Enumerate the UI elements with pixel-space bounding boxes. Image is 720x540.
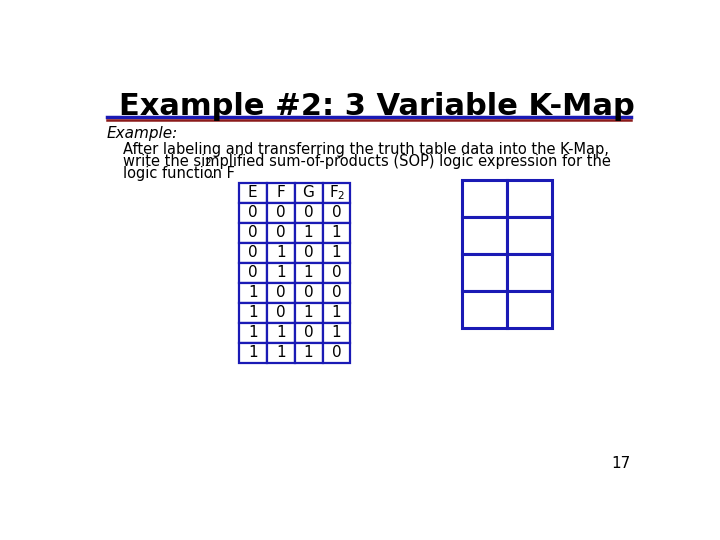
Bar bbox=[266, 323, 294, 343]
Text: F: F bbox=[276, 185, 285, 200]
Bar bbox=[507, 217, 552, 254]
Bar bbox=[294, 262, 323, 283]
Bar bbox=[294, 242, 323, 262]
Text: 1: 1 bbox=[276, 345, 285, 360]
Text: .: . bbox=[210, 166, 214, 181]
Text: 17: 17 bbox=[612, 456, 631, 471]
Text: 0: 0 bbox=[332, 265, 341, 280]
Bar bbox=[462, 180, 507, 217]
Text: 1: 1 bbox=[276, 245, 285, 260]
Text: After labeling and transferring the truth table data into the K-Map,: After labeling and transferring the trut… bbox=[122, 142, 608, 157]
Text: 1: 1 bbox=[332, 325, 341, 340]
Bar bbox=[266, 242, 294, 262]
Text: 0: 0 bbox=[276, 225, 285, 240]
Bar bbox=[294, 343, 323, 363]
Text: 0: 0 bbox=[332, 345, 341, 360]
Text: 0: 0 bbox=[304, 325, 313, 340]
Text: 0: 0 bbox=[276, 205, 285, 220]
Bar bbox=[323, 183, 351, 202]
Bar bbox=[462, 254, 507, 291]
Bar bbox=[266, 343, 294, 363]
Text: 0: 0 bbox=[276, 285, 285, 300]
Text: 1: 1 bbox=[332, 245, 341, 260]
Text: 0: 0 bbox=[332, 285, 341, 300]
Text: 1: 1 bbox=[304, 305, 313, 320]
Bar bbox=[323, 202, 351, 222]
Bar bbox=[239, 222, 266, 242]
Text: 0: 0 bbox=[332, 205, 341, 220]
Bar bbox=[294, 283, 323, 303]
Text: logic function F: logic function F bbox=[122, 166, 235, 181]
Bar bbox=[323, 303, 351, 323]
Bar bbox=[266, 303, 294, 323]
Bar bbox=[239, 202, 266, 222]
Bar bbox=[507, 180, 552, 217]
Bar bbox=[266, 183, 294, 202]
Text: Example #2: 3 Variable K-Map: Example #2: 3 Variable K-Map bbox=[120, 92, 635, 121]
Text: 0: 0 bbox=[248, 205, 258, 220]
Bar bbox=[239, 183, 266, 202]
Text: 1: 1 bbox=[304, 265, 313, 280]
Text: 2: 2 bbox=[204, 158, 210, 168]
Bar bbox=[294, 222, 323, 242]
Bar bbox=[323, 222, 351, 242]
Bar bbox=[294, 202, 323, 222]
Text: 1: 1 bbox=[276, 325, 285, 340]
Bar bbox=[323, 343, 351, 363]
Text: 0: 0 bbox=[248, 245, 258, 260]
Text: 1: 1 bbox=[332, 305, 341, 320]
Bar bbox=[239, 323, 266, 343]
Text: 0: 0 bbox=[248, 265, 258, 280]
Text: 1: 1 bbox=[248, 345, 258, 360]
Text: Example:: Example: bbox=[107, 126, 179, 141]
Bar bbox=[323, 242, 351, 262]
Bar bbox=[294, 183, 323, 202]
Bar bbox=[294, 303, 323, 323]
Bar bbox=[239, 262, 266, 283]
Bar bbox=[294, 323, 323, 343]
Text: 0: 0 bbox=[248, 225, 258, 240]
Text: 1: 1 bbox=[276, 265, 285, 280]
Bar bbox=[239, 343, 266, 363]
Bar bbox=[239, 242, 266, 262]
Text: 0: 0 bbox=[304, 245, 313, 260]
Text: 1: 1 bbox=[304, 225, 313, 240]
Text: G: G bbox=[302, 185, 315, 200]
Bar bbox=[266, 222, 294, 242]
Text: 0: 0 bbox=[304, 285, 313, 300]
Bar bbox=[507, 291, 552, 328]
Bar bbox=[266, 262, 294, 283]
Bar bbox=[239, 303, 266, 323]
Bar bbox=[462, 217, 507, 254]
Bar bbox=[323, 283, 351, 303]
Text: 1: 1 bbox=[248, 305, 258, 320]
Text: 2: 2 bbox=[337, 191, 343, 201]
Bar bbox=[462, 291, 507, 328]
Bar bbox=[266, 283, 294, 303]
Text: 1: 1 bbox=[332, 225, 341, 240]
Text: 1: 1 bbox=[304, 345, 313, 360]
Bar bbox=[239, 283, 266, 303]
Text: 1: 1 bbox=[248, 325, 258, 340]
Text: F: F bbox=[330, 185, 338, 200]
Bar bbox=[507, 254, 552, 291]
Text: 0: 0 bbox=[304, 205, 313, 220]
Text: 1: 1 bbox=[248, 285, 258, 300]
Bar bbox=[323, 262, 351, 283]
Bar bbox=[266, 202, 294, 222]
Text: 0: 0 bbox=[276, 305, 285, 320]
Bar bbox=[323, 323, 351, 343]
Text: write the simplified sum-of-products (SOP) logic expression for the: write the simplified sum-of-products (SO… bbox=[122, 154, 611, 169]
Text: E: E bbox=[248, 185, 258, 200]
